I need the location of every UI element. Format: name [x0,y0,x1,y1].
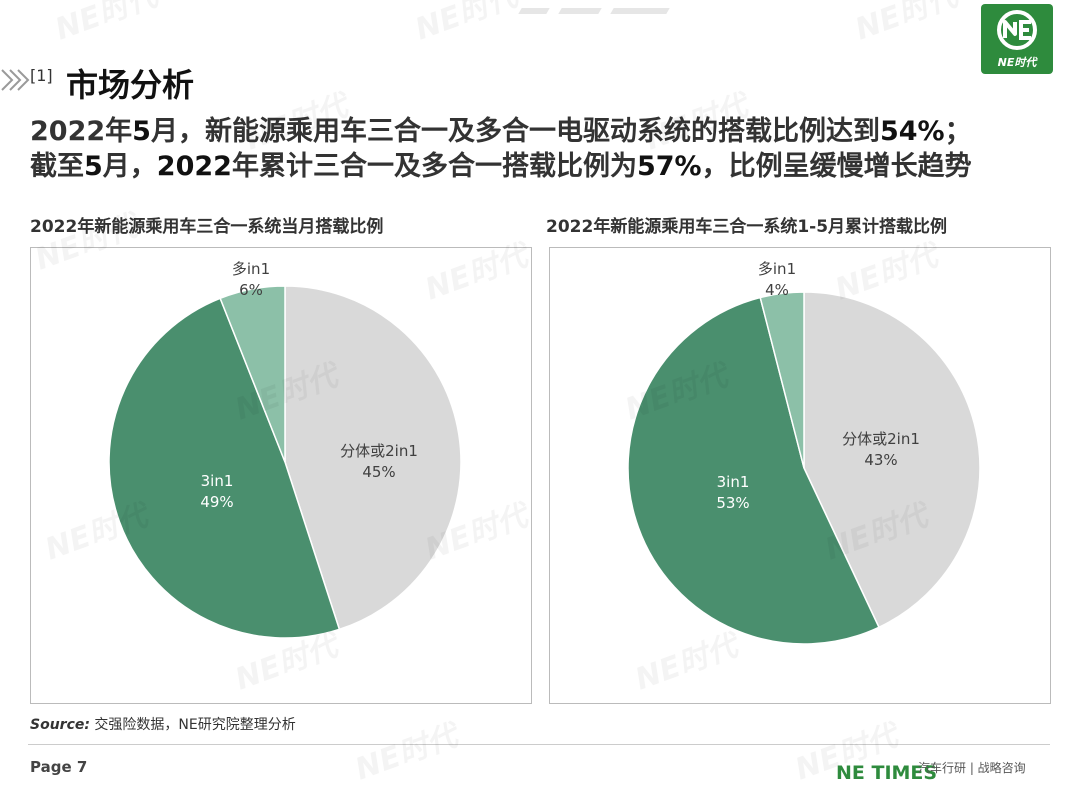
page-number: Page 7 [30,758,88,776]
slice-category-label: 多in1 [758,260,796,278]
slice-category-label: 3in1 [717,473,750,491]
pie-chart-panel-cumulative: 分体或2in1 43% 3in1 53% 多in1 4% [549,247,1051,704]
chart-title-monthly: 2022年新能源乘用车三合一系统当月搭载比例 [30,217,384,237]
headline-run: ，比例呈缓慢增长趋势 [701,151,972,182]
headline-run: 月，新能源乘用车三合一及多合一电驱动系统的搭载比例达到 [150,116,880,147]
source-text: 交强险数据，NE研究院整理分析 [94,717,296,733]
logo-mark-icon [997,10,1037,50]
headline-run: 5 [132,116,151,147]
slice-value-label: 6% [239,281,263,299]
headline-run: 月， [102,151,157,182]
slice-category-label: 分体或2in1 [842,430,920,448]
pie-slice [108,297,341,639]
headline-line-1: 2022年5月，新能源乘用车三合一及多合一电驱动系统的搭载比例达到54%； [30,114,1070,149]
watermark: NE时代 [351,717,466,787]
chart-title-cumulative: 2022年新能源乘用车三合一系统1-5月累计搭载比例 [546,217,948,237]
logo-text: NE时代 [997,56,1037,69]
headline-run: 54% [879,116,945,147]
ne-times-logo: NE时代 [981,4,1053,74]
headline: 2022年5月，新能源乘用车三合一及多合一电驱动系统的搭载比例达到54%； 截至… [30,114,1070,184]
footer-tagline: 汽车行研 | 战略咨询 [918,761,1026,775]
pie-slice [627,296,880,645]
chevron-arrows-icon [1,69,30,91]
footer-brand: NE TIMES [836,762,938,784]
watermark: NE时代 [851,0,966,48]
slice-value-label: 43% [864,451,897,469]
source-note: Source: 交强险数据，NE研究院整理分析 [30,714,296,734]
headline-run: ； [944,116,972,147]
slice-category-label: 分体或2in1 [340,442,418,460]
headline-run: 5 [84,151,103,182]
pie-slice [803,291,981,629]
footer-divider [28,744,1050,745]
headline-line-2: 截至5月，2022年累计三合一及多合一搭载比例为57%，比例呈缓慢增长趋势 [30,149,1070,184]
pie-slice [284,285,462,631]
source-label: Source: [30,717,90,733]
headline-run: 57% [636,151,702,182]
slice-value-label: 49% [200,493,233,511]
pie-chart-panel-monthly: 分体或2in1 45% 3in1 49% 多in1 6% [30,247,532,704]
headline-run: 2022年 [30,116,133,147]
slice-value-label: 4% [765,281,789,299]
headline-run: 年累计三合一及多合一搭载比例为 [231,151,637,182]
decorative-top-bars [518,8,670,28]
headline-run: 2022 [156,151,232,182]
pie-chart-cumulative: 分体或2in1 43% 3in1 53% 多in1 4% [627,260,981,645]
headline-run: 截至 [30,151,84,182]
section-number: [1] [30,66,53,85]
slice-category-label: 多in1 [232,260,270,278]
pie-chart-monthly: 分体或2in1 45% 3in1 49% 多in1 6% [108,260,462,639]
slice-category-label: 3in1 [201,472,234,490]
watermark: NE时代 [411,0,526,48]
slice-value-label: 45% [362,463,395,481]
watermark: NE时代 [51,0,166,48]
section-title: 市场分析 [66,66,195,104]
pie-slice [759,291,805,469]
slice-value-label: 53% [716,494,749,512]
pie-slice [219,285,286,463]
